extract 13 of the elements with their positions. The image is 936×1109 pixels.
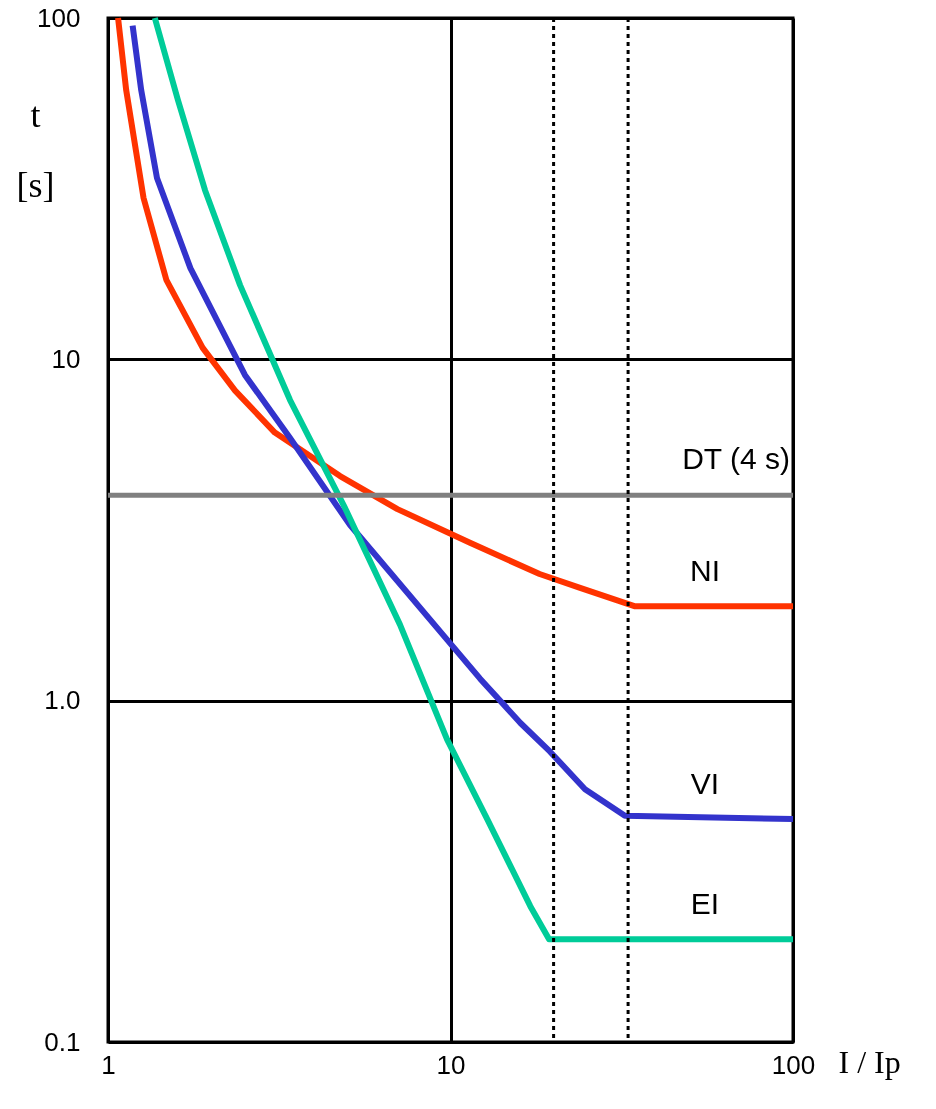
x-tick-label: 1 bbox=[101, 1049, 116, 1080]
series-label: EI bbox=[690, 887, 720, 921]
x-tick-label: 10 bbox=[436, 1049, 466, 1080]
y-tick-label: 10 bbox=[51, 343, 81, 374]
x-axis-title: I / Ip bbox=[838, 1043, 901, 1080]
y-axis-title: t [s] bbox=[16, 94, 55, 205]
y-tick-label: 100 bbox=[37, 2, 81, 33]
ref-line-label: DT (4 s) bbox=[682, 442, 790, 476]
series-label: VI bbox=[690, 767, 720, 801]
series-label: NI bbox=[690, 554, 720, 588]
x-tick-label: 100 bbox=[771, 1049, 816, 1080]
y-tick-label: 1.0 bbox=[44, 685, 81, 716]
y-tick-label: 0.1 bbox=[44, 1026, 81, 1057]
